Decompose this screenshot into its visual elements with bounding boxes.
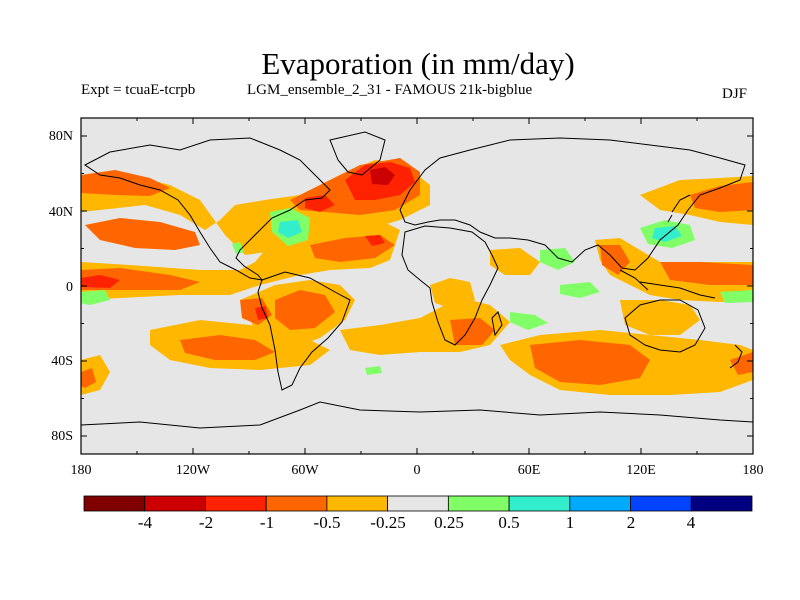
season-label: DJF	[722, 86, 748, 102]
lat-axis: 80N 40N 0 40S 80S	[49, 129, 73, 444]
colorbar-label: -1	[260, 513, 274, 532]
colorbar-swatch	[83, 495, 146, 512]
run-label: LGM_ensemble_2_31 - FAMOUS 21k-bigblue	[247, 82, 533, 98]
contour-level-neg2	[370, 167, 395, 185]
colorbar-label: -0.5	[314, 513, 341, 532]
colorbar-swatch	[630, 495, 692, 512]
axis-ticks	[80, 118, 754, 454]
lat-label: 80N	[49, 129, 73, 144]
lat-label: 40S	[51, 354, 73, 369]
experiment-label: Expt = tcuaE-tcrpb	[81, 82, 196, 98]
colorbar-label: 4	[687, 513, 696, 532]
colorbar-labels: -4 -2 -1 -0.5 -0.25 0.25 0.5 1 2 4	[138, 513, 696, 532]
colorbar-swatch	[205, 495, 267, 512]
lon-label: 180	[71, 463, 92, 478]
colorbar-label: -0.25	[370, 513, 405, 532]
colorbar-label: -4	[138, 513, 153, 532]
lon-label: 60W	[291, 463, 319, 478]
evaporation-field	[81, 158, 753, 395]
colorbar-label: 0.5	[498, 513, 519, 532]
lat-label: 0	[66, 280, 73, 295]
colorbar-swatch	[387, 495, 449, 512]
colorbar-swatch	[569, 495, 631, 512]
colorbar-label: -2	[199, 513, 213, 532]
colorbar-swatch	[265, 495, 328, 512]
lat-label: 40N	[49, 205, 73, 220]
lon-label: 120W	[176, 463, 211, 478]
lon-label: 120E	[626, 463, 656, 478]
lon-label: 60E	[518, 463, 541, 478]
coastlines	[81, 131, 753, 429]
colorbar-label: 0.25	[434, 513, 464, 532]
colorbar-swatch	[508, 495, 571, 512]
colorbar-label: 1	[566, 513, 575, 532]
lon-label: 0	[414, 463, 421, 478]
lon-label: 180	[743, 463, 764, 478]
colorbar-label: 2	[627, 513, 636, 532]
colorbar-swatch	[447, 495, 510, 512]
colorbar-swatch	[326, 495, 389, 512]
colorbar-swatch	[144, 495, 206, 512]
lat-label: 80S	[51, 429, 73, 444]
lon-axis: 180 120W 60W 0 60E 120E 180	[71, 463, 764, 478]
colorbar	[83, 495, 753, 512]
map-title: Evaporation (in mm/day)	[261, 46, 575, 81]
colorbar-swatch	[690, 495, 753, 512]
